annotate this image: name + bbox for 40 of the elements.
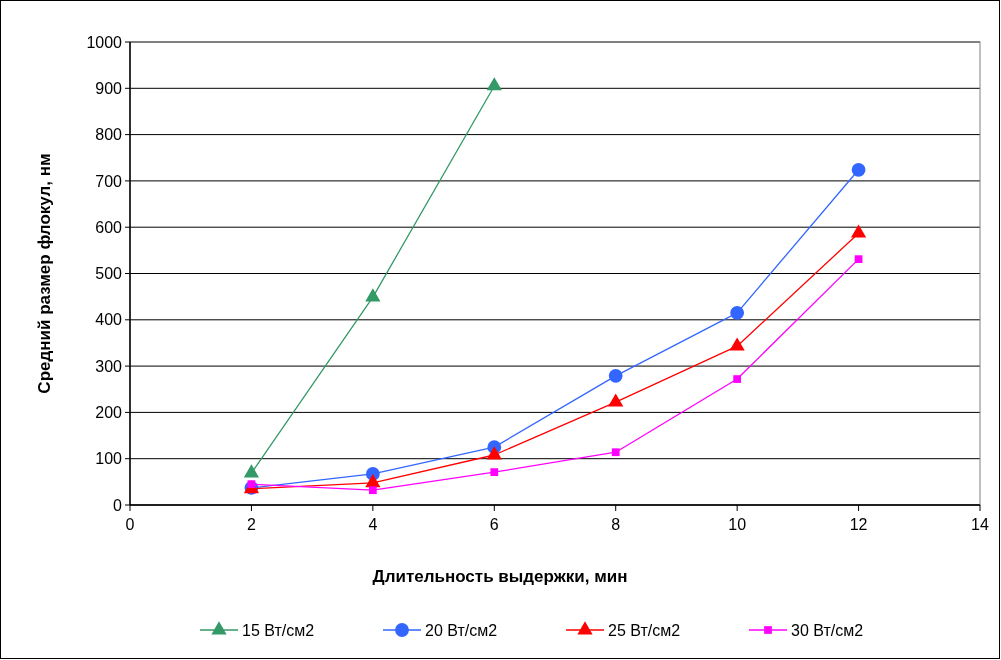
point — [854, 255, 863, 264]
legend-label: 15 Вт/см2 — [242, 621, 315, 639]
point — [729, 337, 745, 351]
point — [490, 468, 499, 476]
legend-label: 30 Вт/см2 — [791, 621, 864, 639]
legend-label: 20 Вт/см2 — [425, 621, 498, 639]
point — [733, 375, 742, 383]
point — [243, 464, 260, 478]
y-tick-label: 400 — [95, 311, 123, 329]
point — [850, 224, 867, 238]
point — [368, 486, 377, 495]
x-tick-label: 4 — [368, 516, 378, 533]
x-tick-label: 0 — [125, 516, 135, 533]
y-tick-label: 100 — [95, 450, 123, 468]
point — [486, 77, 502, 91]
point — [730, 305, 745, 320]
y-tick-label: 700 — [95, 172, 123, 190]
point — [608, 368, 623, 383]
y-tick-label: 600 — [95, 218, 123, 236]
x-tick-label: 2 — [246, 516, 256, 533]
y-tick-label: 800 — [95, 126, 123, 144]
legend-label: 25 Вт/см2 — [608, 621, 681, 639]
x-tick-label: 12 — [849, 516, 868, 533]
y-tick-label: 500 — [95, 265, 123, 283]
point — [608, 393, 624, 407]
point — [851, 162, 866, 177]
point — [486, 446, 502, 460]
y-tick-label: 900 — [95, 79, 123, 97]
x-tick-label: 10 — [728, 516, 747, 533]
point — [611, 448, 620, 457]
y-axis-title: Средний размер флокул, нм — [35, 153, 54, 394]
x-tick-label: 6 — [489, 516, 499, 533]
y-tick-label: 0 — [113, 496, 123, 514]
x-tick-label: 14 — [971, 516, 989, 533]
x-tick-label: 8 — [611, 516, 621, 533]
y-tick-label: 300 — [95, 357, 123, 375]
y-tick-label: 200 — [95, 404, 123, 421]
x-axis-title: Длительность выдержки, мин — [372, 567, 628, 586]
point — [365, 288, 381, 302]
y-tick-label: 1000 — [86, 33, 123, 51]
